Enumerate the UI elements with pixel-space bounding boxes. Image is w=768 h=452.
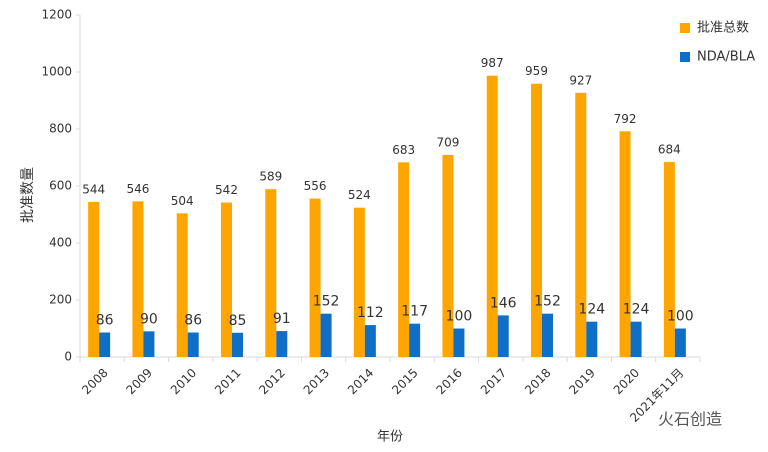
bar xyxy=(497,315,509,357)
data-label: 556 xyxy=(304,179,327,193)
data-label: 100 xyxy=(446,309,473,325)
bar xyxy=(398,162,410,357)
x-axis-title: 年份 xyxy=(377,430,403,445)
bar xyxy=(187,332,199,357)
legend-swatch xyxy=(680,23,690,33)
y-axis-title: 批准数量 xyxy=(20,167,36,223)
x-tick-label: 2015 xyxy=(389,366,420,397)
data-label: 709 xyxy=(436,135,459,149)
data-label: 146 xyxy=(490,295,517,311)
bar xyxy=(409,323,421,357)
data-label: 524 xyxy=(348,188,371,202)
bar xyxy=(630,321,642,357)
y-tick-label: 800 xyxy=(49,122,72,136)
bar xyxy=(619,131,631,357)
data-label: 100 xyxy=(667,309,694,325)
bar xyxy=(221,202,232,357)
data-label: 86 xyxy=(184,312,202,328)
bar xyxy=(531,83,542,357)
bar xyxy=(99,332,111,357)
data-label: 152 xyxy=(313,294,340,310)
bar xyxy=(265,189,277,357)
data-label: 589 xyxy=(259,170,282,184)
data-label: 85 xyxy=(229,313,247,329)
bar xyxy=(442,154,454,357)
legend-label: NDA/BLA xyxy=(697,50,755,65)
watermark: 火石创造 xyxy=(658,410,722,429)
x-tick-label: 2008 xyxy=(79,366,110,397)
x-tick-label: 2014 xyxy=(345,366,376,397)
bar xyxy=(88,201,100,357)
bar xyxy=(176,213,188,357)
x-tick-label: 2013 xyxy=(301,366,332,397)
data-label: 124 xyxy=(578,302,605,318)
bar xyxy=(586,321,598,357)
data-label: 987 xyxy=(481,56,504,70)
data-label: 542 xyxy=(215,183,238,197)
bar xyxy=(232,332,243,357)
bar xyxy=(663,162,675,357)
x-tick-label: 2011 xyxy=(212,366,243,397)
bar xyxy=(353,207,365,357)
bar xyxy=(453,328,465,357)
y-tick-label: 400 xyxy=(49,236,72,250)
data-label: 124 xyxy=(623,302,650,318)
legend-swatch xyxy=(680,52,690,62)
bar xyxy=(132,201,144,357)
y-tick-label: 200 xyxy=(49,293,72,307)
data-label: 927 xyxy=(569,73,592,87)
data-label: 504 xyxy=(171,194,194,208)
x-tick-label: 2012 xyxy=(256,366,287,397)
data-label: 546 xyxy=(126,182,149,196)
data-label: 683 xyxy=(392,143,415,157)
y-tick-label: 600 xyxy=(49,179,72,193)
x-tick-label: 2009 xyxy=(124,366,155,397)
y-tick-label: 1200 xyxy=(41,8,72,22)
y-tick-label: 0 xyxy=(64,350,72,364)
bar xyxy=(364,325,376,357)
data-label: 792 xyxy=(614,112,637,126)
x-tick-label: 2017 xyxy=(478,366,509,397)
data-label: 117 xyxy=(401,304,428,320)
bar xyxy=(486,75,498,357)
x-tick-label: 2020 xyxy=(611,366,642,397)
bar xyxy=(542,313,553,357)
data-label: 959 xyxy=(525,64,548,78)
data-label: 112 xyxy=(357,305,384,321)
x-tick-label: 2010 xyxy=(168,366,199,397)
x-tick-label: 2016 xyxy=(434,366,465,397)
data-label: 91 xyxy=(273,311,291,327)
bar xyxy=(276,331,288,357)
data-label: 684 xyxy=(658,143,681,157)
bar xyxy=(674,328,686,357)
data-label: 152 xyxy=(534,294,561,310)
legend-label: 批准总数 xyxy=(697,21,749,36)
x-tick-label: 2018 xyxy=(522,366,553,397)
bar xyxy=(309,198,321,357)
data-label: 90 xyxy=(140,311,158,327)
bar xyxy=(143,331,155,357)
bar xyxy=(575,92,587,358)
x-tick-label: 2019 xyxy=(566,366,597,397)
y-tick-label: 1000 xyxy=(41,65,72,79)
data-label: 86 xyxy=(96,312,114,328)
data-label: 544 xyxy=(82,182,105,196)
bar xyxy=(320,313,332,357)
